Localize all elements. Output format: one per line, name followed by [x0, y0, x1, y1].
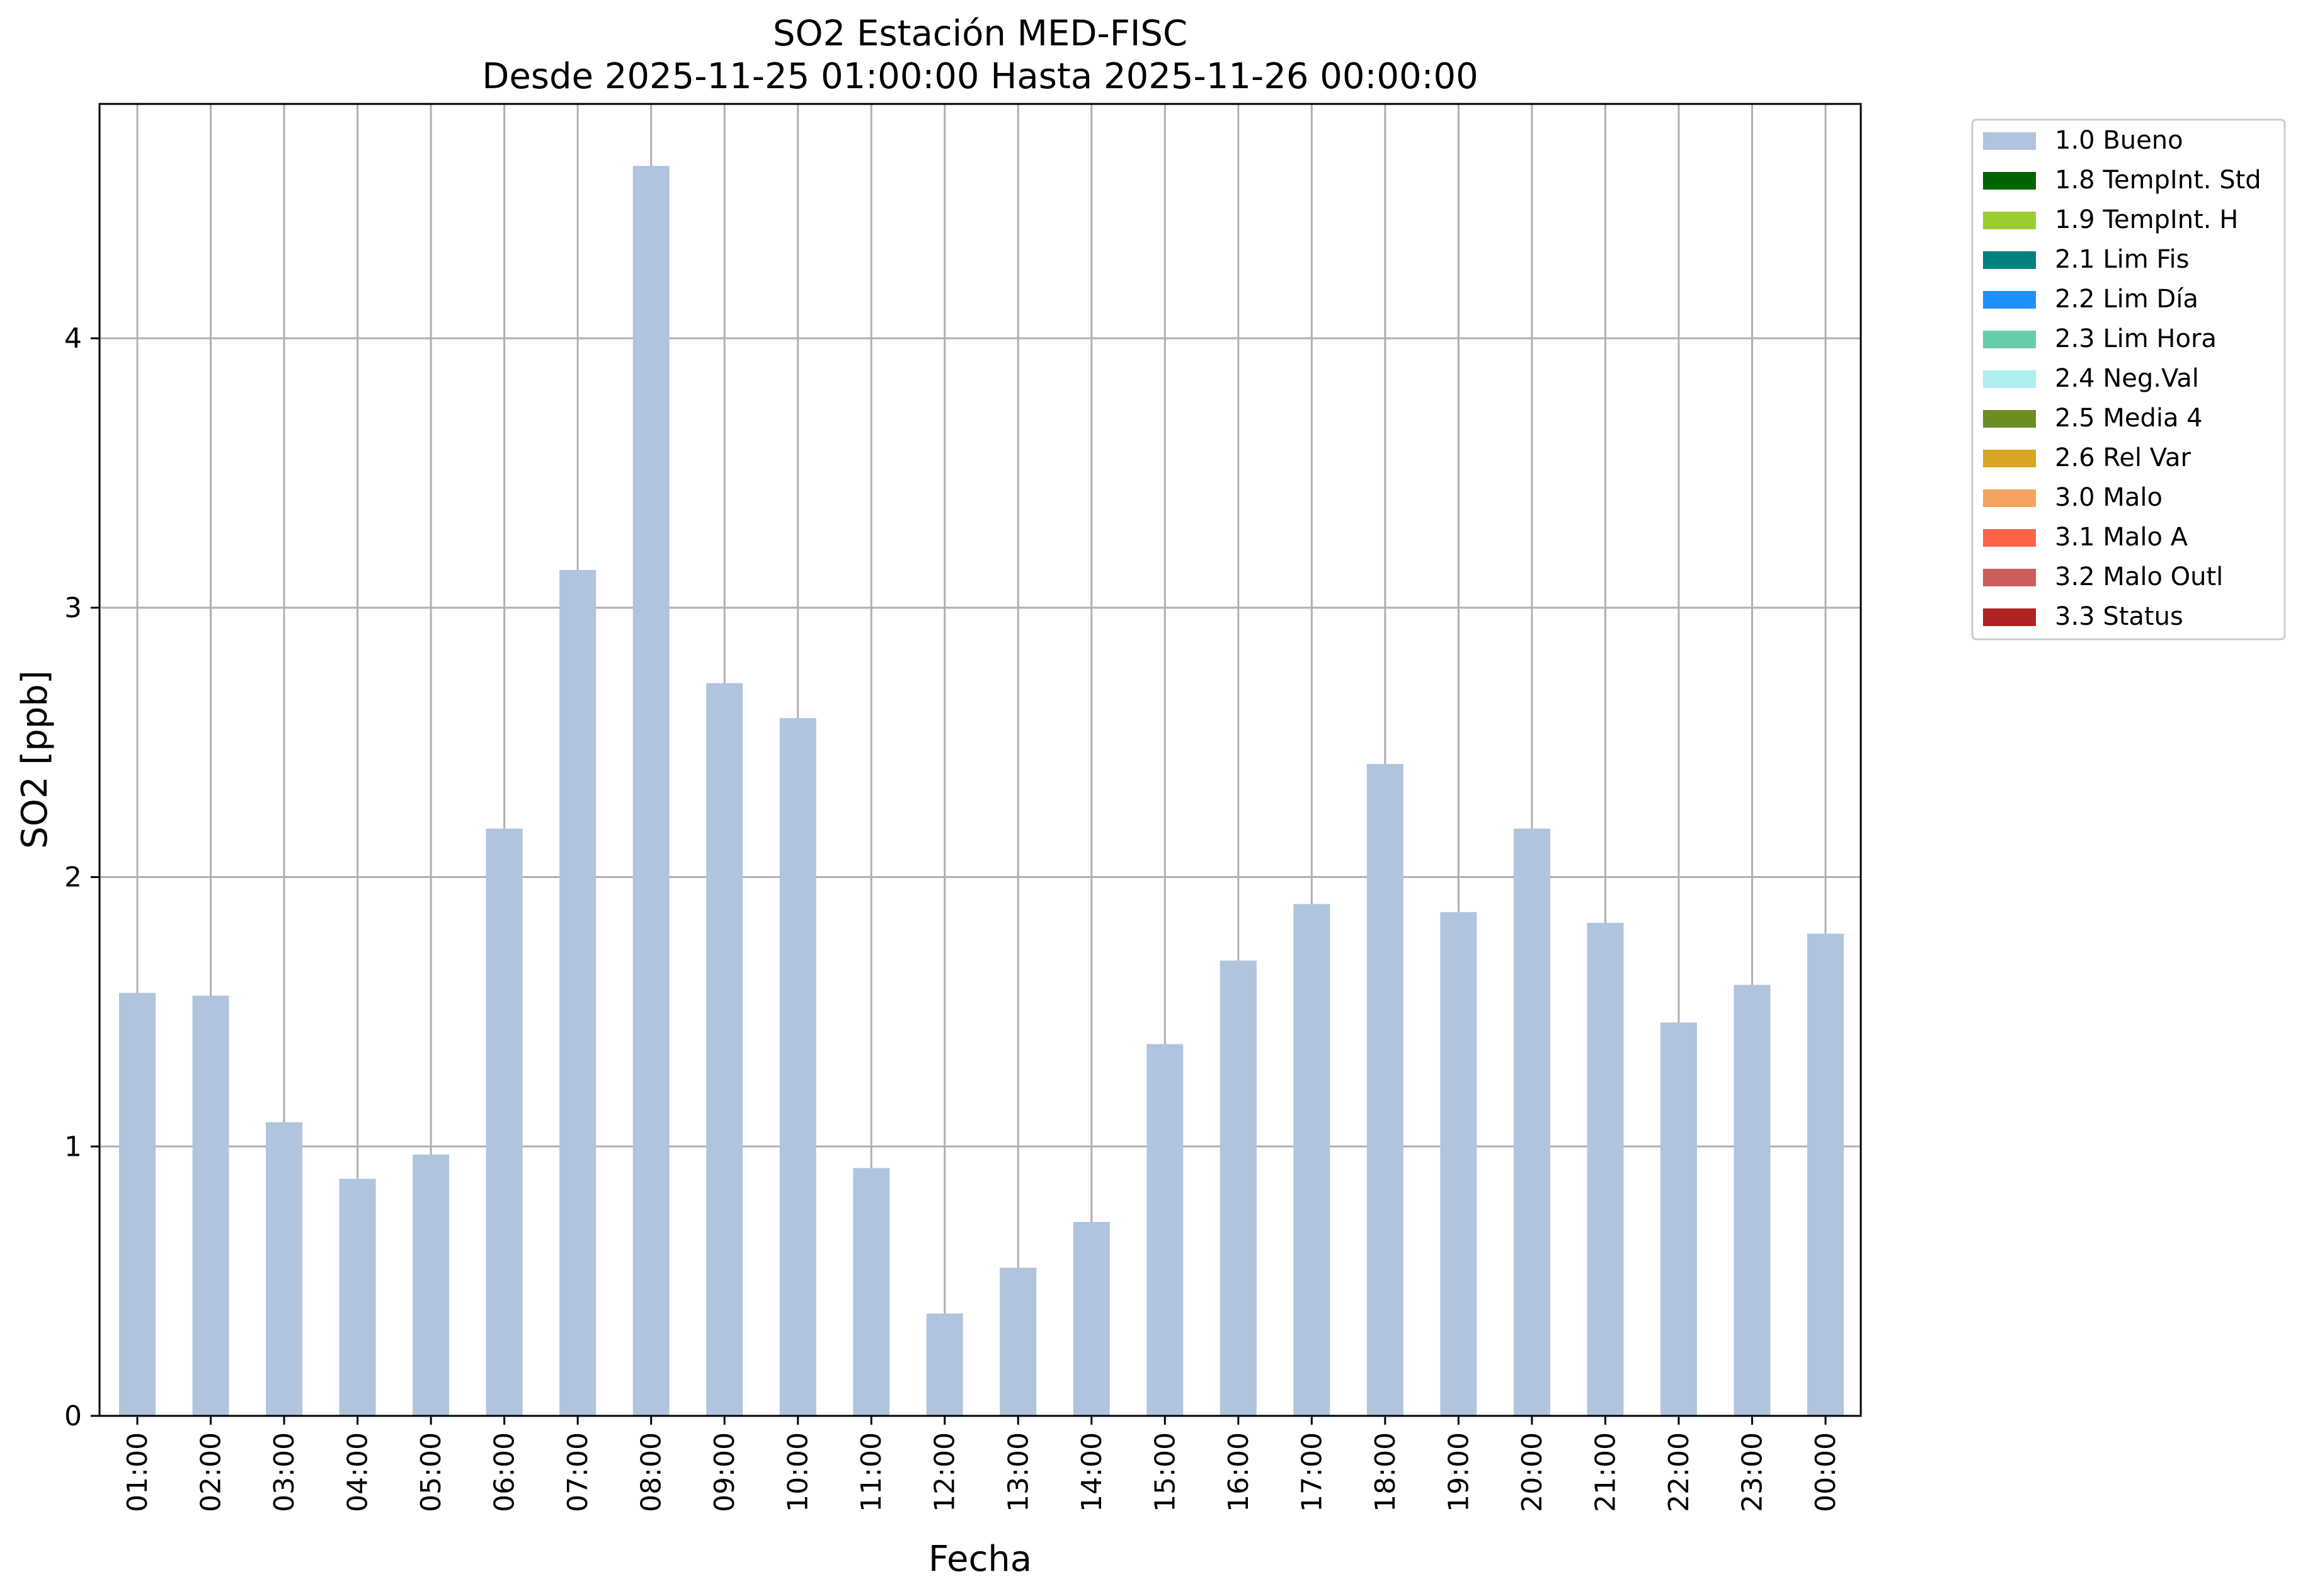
bar-23:00	[1734, 984, 1771, 1416]
legend-label: 2.6 Rel Var	[2055, 443, 2192, 472]
chart-title-line1: SO2 Estación MED-FISC	[773, 13, 1187, 54]
x-tick-label: 05:00	[415, 1432, 447, 1512]
bar-04:00	[339, 1178, 376, 1416]
legend-label: 2.2 Lim Día	[2055, 285, 2198, 314]
legend-swatch	[1983, 489, 2036, 507]
bar-layer	[119, 166, 1844, 1416]
bar-22:00	[1660, 1022, 1697, 1416]
x-tick-label: 13:00	[1002, 1432, 1034, 1512]
x-tick-label: 03:00	[268, 1432, 300, 1512]
bar-07:00	[559, 569, 597, 1416]
bar-21:00	[1587, 923, 1624, 1416]
y-axis-label: SO2 [ppb]	[14, 670, 55, 848]
legend-label: 3.2 Malo Outl	[2055, 562, 2223, 591]
legend-label: 3.3 Status	[2055, 602, 2183, 631]
bar-11:00	[853, 1168, 890, 1416]
x-tick-label: 12:00	[929, 1432, 961, 1512]
legend-swatch	[1983, 331, 2036, 348]
legend-label: 1.0 Bueno	[2055, 126, 2183, 155]
y-tick-label: 4	[64, 322, 82, 355]
bar-05:00	[413, 1154, 450, 1416]
bar-02:00	[192, 995, 229, 1416]
chart-title-line2: Desde 2025-11-25 01:00:00 Hasta 2025-11-…	[482, 56, 1478, 97]
bar-06:00	[486, 828, 523, 1416]
legend-swatch	[1983, 410, 2036, 428]
legend-label: 3.1 Malo A	[2055, 523, 2188, 552]
bar-13:00	[1000, 1267, 1037, 1416]
x-tick-label: 02:00	[195, 1432, 227, 1512]
bar-03:00	[266, 1122, 303, 1416]
x-tick-label: 18:00	[1369, 1432, 1402, 1512]
x-tick-label: 22:00	[1663, 1432, 1695, 1512]
bar-20:00	[1513, 828, 1550, 1416]
legend-swatch	[1983, 251, 2036, 269]
x-tick-label: 23:00	[1736, 1432, 1768, 1512]
legend-swatch	[1983, 529, 2036, 547]
bar-15:00	[1146, 1044, 1184, 1416]
bar-16:00	[1220, 960, 1257, 1416]
legend-label: 2.1 Lim Fis	[2055, 245, 2189, 274]
bar-19:00	[1440, 912, 1477, 1416]
bar-18:00	[1366, 763, 1403, 1416]
legend-swatch	[1983, 569, 2036, 586]
x-tick-label: 11:00	[855, 1432, 888, 1512]
bar-12:00	[926, 1313, 963, 1416]
y-tick-label: 1	[64, 1131, 82, 1163]
x-tick-label: 21:00	[1589, 1432, 1621, 1512]
legend-swatch	[1983, 370, 2036, 388]
legend-label: 1.9 TempInt. H	[2055, 205, 2238, 234]
bar-09:00	[706, 683, 743, 1416]
legend-swatch	[1983, 291, 2036, 309]
x-tick-label: 19:00	[1443, 1432, 1475, 1512]
bar-10:00	[779, 718, 816, 1416]
legend-label: 1.8 TempInt. Std	[2055, 166, 2261, 195]
x-tick-label: 06:00	[489, 1432, 521, 1512]
x-tick-label: 07:00	[562, 1432, 594, 1512]
plot-area-frame	[98, 103, 1862, 1417]
tick-layer: 01:00 02:00 03:00 04:00 05:00 06:00 07:00 08:00…	[64, 322, 1842, 1512]
bar-14:00	[1073, 1222, 1110, 1416]
bar-00:00	[1807, 933, 1844, 1416]
y-tick-label: 0	[64, 1400, 82, 1432]
x-tick-label: 00:00	[1810, 1432, 1842, 1512]
x-tick-label: 17:00	[1296, 1432, 1328, 1512]
x-tick-label: 15:00	[1149, 1432, 1181, 1512]
legend-swatch	[1983, 450, 2036, 467]
legend: 1.0 Bueno 1.8 TempInt. Std 1.9 TempInt. H 2…	[1971, 118, 2286, 641]
x-tick-label: 01:00	[122, 1432, 154, 1512]
legend-label: 2.4 Neg.Val	[2055, 364, 2199, 393]
legend-swatch	[1983, 172, 2036, 190]
y-tick-label: 3	[64, 592, 82, 624]
bar-17:00	[1293, 904, 1330, 1416]
bar-01:00	[119, 993, 156, 1416]
x-tick-label: 16:00	[1223, 1432, 1255, 1512]
legend-label: 2.3 Lim Hora	[2055, 324, 2217, 353]
x-tick-label: 20:00	[1516, 1432, 1548, 1512]
bar-08:00	[632, 166, 670, 1416]
y-tick-label: 2	[64, 862, 82, 894]
legend-frame	[1971, 118, 2286, 641]
legend-label: 2.5 Media 4	[2055, 404, 2203, 433]
legend-label: 3.0 Malo	[2055, 483, 2163, 512]
x-tick-label: 09:00	[709, 1432, 741, 1512]
legend-swatch	[1983, 212, 2036, 229]
x-tick-label: 08:00	[636, 1432, 668, 1512]
legend-swatch	[1983, 132, 2036, 150]
x-tick-label: 14:00	[1076, 1432, 1108, 1512]
x-tick-label: 10:00	[782, 1432, 814, 1512]
x-tick-label: 04:00	[342, 1432, 374, 1512]
x-axis-label: Fecha	[929, 1539, 1032, 1580]
legend-swatch	[1983, 608, 2036, 626]
legend-items: 1.0 Bueno 1.8 TempInt. Std 1.9 TempInt. H 2…	[1983, 126, 2261, 631]
